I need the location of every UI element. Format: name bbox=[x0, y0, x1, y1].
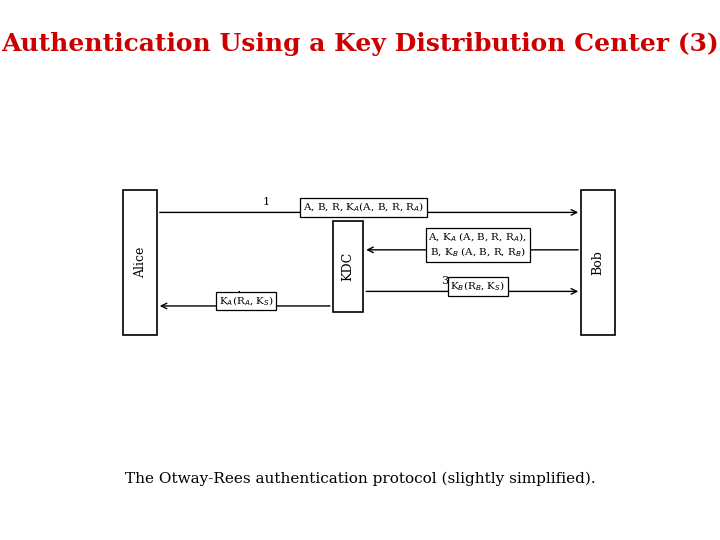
Text: K$_A$(R$_A$, K$_S$): K$_A$(R$_A$, K$_S$) bbox=[219, 294, 274, 308]
Text: 2: 2 bbox=[441, 234, 448, 245]
Text: The Otway-Rees authentication protocol (slightly simplified).: The Otway-Rees authentication protocol (… bbox=[125, 471, 595, 486]
Bar bbox=[124, 190, 157, 335]
Text: K$_B$(R$_B$, K$_S$): K$_B$(R$_B$, K$_S$) bbox=[450, 280, 505, 293]
Text: Alice: Alice bbox=[134, 247, 147, 278]
Text: A, B, R, K$_A$(A, B, R, R$_A$): A, B, R, K$_A$(A, B, R, R$_A$) bbox=[303, 201, 424, 214]
Text: 4: 4 bbox=[234, 291, 241, 301]
Bar bbox=[581, 190, 615, 335]
Text: KDC: KDC bbox=[341, 252, 354, 281]
Text: Authentication Using a Key Distribution Center (3): Authentication Using a Key Distribution … bbox=[1, 32, 719, 56]
Text: Bob: Bob bbox=[591, 250, 604, 275]
Bar bbox=[333, 221, 364, 312]
Text: 1: 1 bbox=[262, 197, 269, 207]
Text: 3: 3 bbox=[441, 276, 448, 286]
Text: A, K$_A$ (A, B, R, R$_A$),
B, K$_B$ (A, B, R, R$_B$): A, K$_A$ (A, B, R, R$_A$), B, K$_B$ (A, … bbox=[428, 230, 527, 259]
